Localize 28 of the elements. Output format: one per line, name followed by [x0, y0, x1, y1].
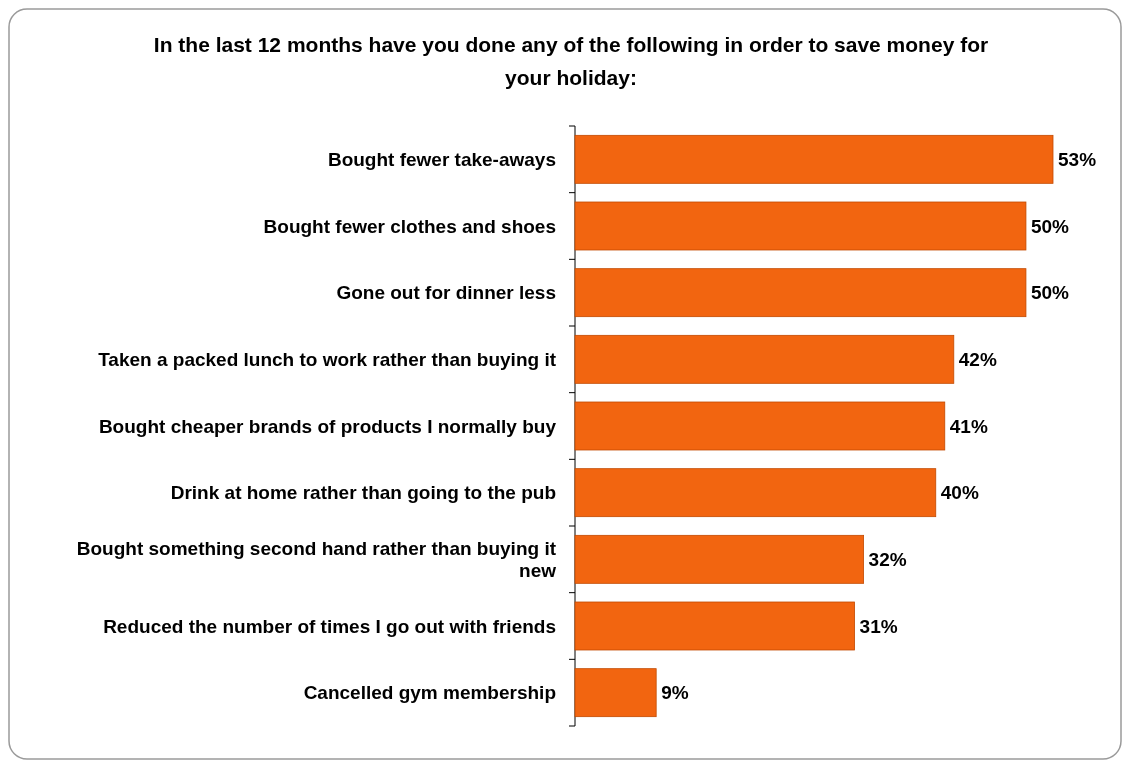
y-tick-label: Gone out for dinner less	[336, 282, 556, 304]
bar	[574, 268, 1027, 318]
data-label: 40%	[940, 482, 979, 504]
data-label: 50%	[1030, 282, 1070, 304]
bar	[574, 201, 1027, 251]
bar	[574, 668, 657, 718]
data-label: 42%	[958, 348, 997, 370]
y-tick-label: Cancelled gym membership	[303, 682, 556, 704]
bar	[574, 334, 955, 384]
bar	[574, 534, 864, 584]
y-tick-label: Bought cheaper brands of products I normally buy	[98, 415, 557, 437]
data-label: 50%	[1030, 215, 1070, 237]
data-label: 9%	[661, 682, 689, 704]
y-tick-label: Taken a packed lunch to work rather than buying it	[98, 348, 557, 370]
y-tick-label: Bought fewer clothes and shoes	[263, 215, 556, 237]
y-tick-label: Reduced the number of times I go out with friends	[103, 615, 556, 637]
data-label: 31%	[859, 615, 898, 637]
bar	[574, 401, 946, 451]
bar	[574, 134, 1054, 184]
y-tick-label: Drink at home rather than going to the pub	[170, 482, 556, 504]
data-label: 53%	[1058, 148, 1097, 170]
data-label: 41%	[949, 415, 988, 437]
bar	[574, 468, 937, 518]
y-tick-label: Bought something second hand rather than buying it new	[76, 537, 557, 581]
y-tick-label: Bought fewer take-aways	[327, 148, 556, 170]
chart-title: In the last 12 months have you done any of the following in order to save money for your holiday:	[153, 33, 989, 89]
bar	[574, 601, 855, 651]
data-label: 32%	[868, 548, 907, 570]
